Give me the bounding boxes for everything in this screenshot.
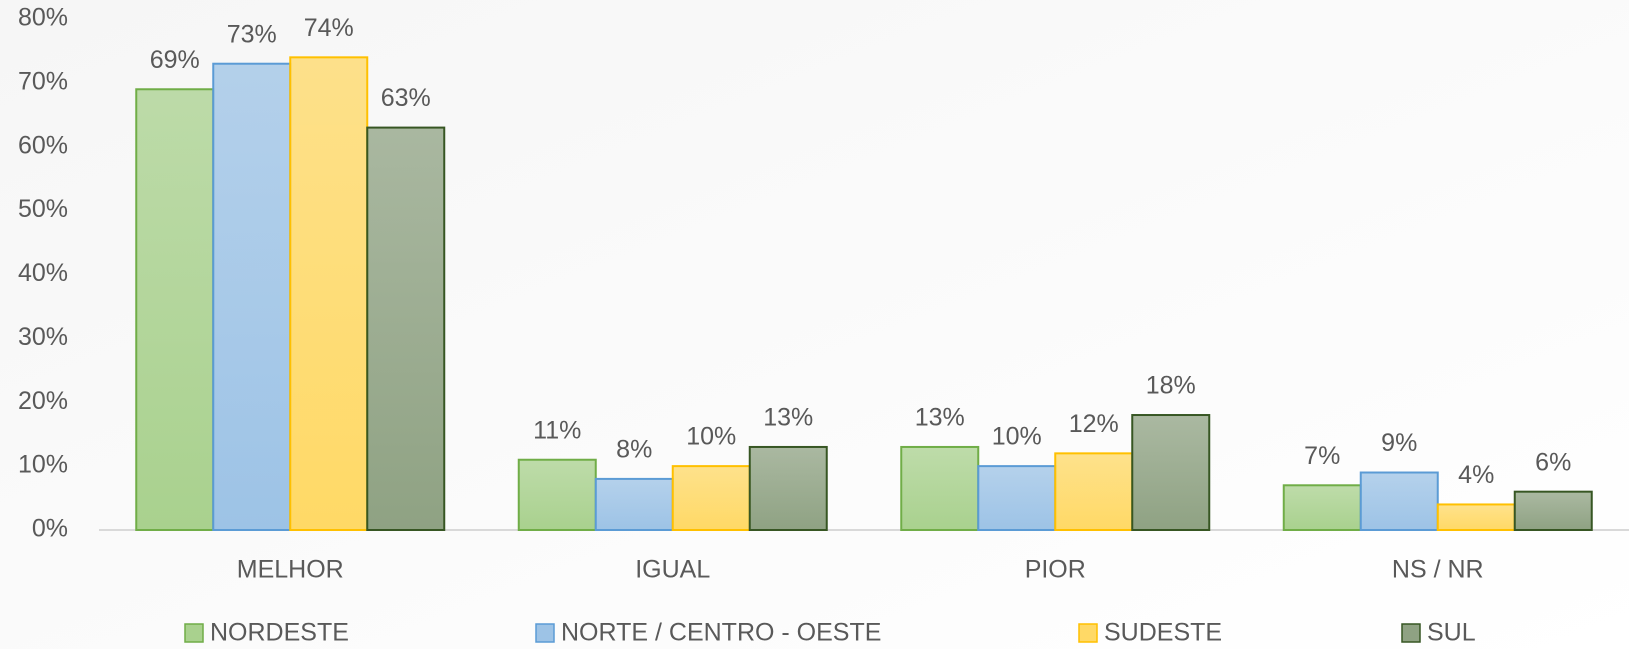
legend-label: SUDESTE: [1104, 619, 1222, 647]
legend-label: NORDESTE: [210, 619, 349, 647]
y-tick-label: 40%: [18, 259, 68, 287]
data-label: 8%: [616, 436, 652, 464]
y-tick-label: 0%: [32, 515, 68, 543]
data-label: 6%: [1535, 448, 1571, 476]
legend-label: SUL: [1427, 619, 1476, 647]
bar: [366, 126, 446, 532]
data-label: 13%: [915, 404, 965, 432]
legend-swatch: [184, 623, 204, 643]
bar: [1359, 471, 1439, 532]
legend-swatch: [1078, 623, 1098, 643]
data-label: 11%: [533, 416, 581, 444]
y-tick-label: 50%: [18, 195, 68, 223]
legend-swatch: [1401, 623, 1421, 643]
data-label: 73%: [227, 20, 277, 48]
bar: [594, 477, 674, 531]
legend-swatch: [535, 623, 555, 643]
bar: [1131, 414, 1211, 531]
legend-label: NORTE / CENTRO - OESTE: [561, 619, 881, 647]
bar: [289, 56, 369, 531]
data-label: 10%: [686, 423, 736, 451]
bar: [1282, 484, 1362, 532]
data-label: 12%: [1069, 410, 1119, 438]
bar: [748, 445, 828, 531]
data-label: 74%: [304, 14, 354, 42]
bar: [1513, 490, 1593, 531]
y-tick-label: 30%: [18, 323, 68, 351]
data-label: 63%: [381, 84, 431, 112]
y-tick-label: 60%: [18, 131, 68, 159]
y-tick-label: 10%: [18, 451, 68, 479]
bar: [671, 465, 751, 531]
bar: [900, 445, 980, 531]
data-label: 18%: [1146, 372, 1196, 400]
data-label: 10%: [992, 423, 1042, 451]
data-label: 69%: [150, 46, 200, 74]
bar: [977, 465, 1057, 531]
data-label: 4%: [1458, 461, 1494, 489]
x-tick-label: NS / NR: [1392, 556, 1484, 584]
y-tick-label: 80%: [18, 4, 68, 32]
x-tick-label: IGUAL: [635, 556, 710, 584]
bar: [212, 62, 292, 532]
bar: [135, 88, 215, 531]
bar: [1436, 503, 1516, 532]
x-tick-label: PIOR: [1025, 556, 1086, 584]
bar: [517, 458, 597, 531]
data-label: 9%: [1381, 429, 1417, 457]
y-tick-label: 70%: [18, 67, 68, 95]
y-tick-label: 20%: [18, 387, 68, 415]
bar: [1054, 452, 1134, 532]
data-label: 7%: [1304, 442, 1340, 470]
x-tick-label: MELHOR: [237, 556, 344, 584]
data-label: 13%: [763, 404, 813, 432]
